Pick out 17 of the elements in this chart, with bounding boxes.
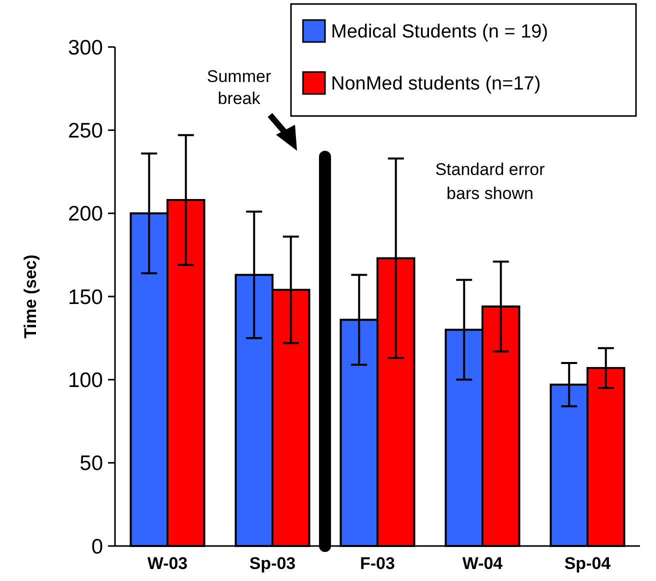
legend-label: Medical Students (n = 19) (331, 22, 548, 43)
x-tick-label: W-04 (462, 554, 504, 573)
y-tick-label: 250 (68, 120, 103, 143)
y-tick-label: 150 (68, 286, 103, 309)
legend-label: NonMed students (n=17) (331, 74, 541, 95)
y-tick-label: 100 (68, 369, 103, 392)
annotation: Summer break (206, 67, 272, 108)
x-tick-label: Sp-04 (564, 554, 612, 573)
y-tick-label: 300 (68, 36, 103, 60)
y-tick-label: 200 (68, 202, 103, 226)
x-tick-label: W-03 (147, 554, 188, 573)
y-tick-label: 0 (91, 535, 103, 558)
y-axis-title: Time (sec) (21, 254, 40, 338)
x-tick-label: F-03 (360, 554, 395, 573)
y-tick-label: 50 (80, 452, 103, 476)
annotation: Standard error bars shown (435, 160, 546, 203)
x-tick-label: Sp-03 (249, 554, 296, 573)
